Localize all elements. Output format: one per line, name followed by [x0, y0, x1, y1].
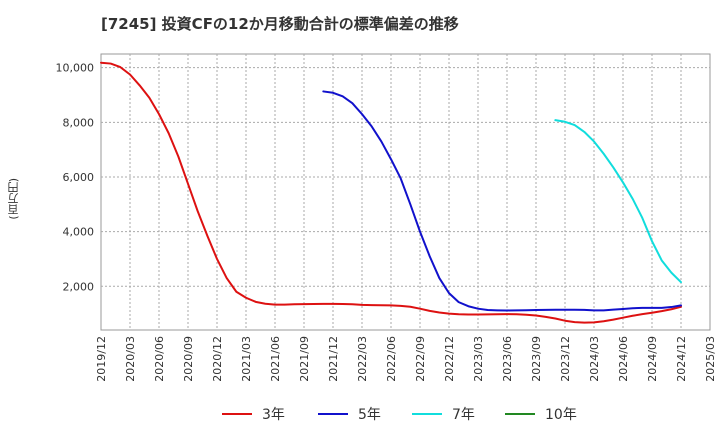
legend-label-10y: 10年: [545, 407, 577, 423]
legend-item-3y: 3年: [222, 404, 285, 424]
y-tick-labels: 2,000 4,000 6,000 8,000 10,000: [56, 62, 95, 294]
chart-title: [7245] 投資CFの12か月移動合計の標準偏差の推移: [101, 15, 459, 33]
x-tick-label: 2021/09: [298, 336, 311, 382]
legend-label-7y: 7年: [452, 407, 475, 423]
series-layer: [100, 61, 682, 324]
x-tick-label: 2023/03: [472, 336, 485, 382]
x-tick-label: 2020/12: [211, 336, 224, 382]
x-tick-label: 2020/06: [153, 336, 166, 382]
legend-swatch-5y: [318, 413, 348, 415]
x-tick-label: 2024/09: [646, 336, 659, 382]
x-tick-label: 2022/09: [414, 336, 427, 382]
x-tick-label: 2023/06: [501, 336, 514, 382]
x-tick-label: 2019/12: [95, 336, 108, 382]
grid-layer: [101, 54, 710, 330]
x-tick-label: 2022/12: [443, 336, 456, 382]
x-tick-label: 2020/09: [182, 336, 195, 382]
x-tick-labels: 2019/12 2020/03 2020/06 2020/09 2020/12 2021/…: [95, 336, 717, 382]
series-line-1: [322, 90, 682, 312]
y-tick-label: 2,000: [63, 280, 95, 293]
legend: 3年 5年 7年 10年: [0, 404, 720, 426]
x-tick-label: 2024/12: [675, 336, 688, 382]
y-tick-label: 8,000: [63, 116, 95, 129]
legend-swatch-7y: [412, 413, 442, 415]
legend-label-3y: 3年: [262, 407, 285, 423]
line-chart: 2,000 4,000 6,000 8,000 10,000 2019/12 2020/0…: [56, 53, 717, 382]
x-tick-label: 2024/03: [588, 336, 601, 382]
x-tick-label: 2023/12: [559, 336, 572, 382]
legend-item-7y: 7年: [412, 404, 475, 424]
series-line-0: [100, 61, 682, 324]
y-tick-label: 10,000: [56, 62, 95, 75]
legend-item-10y: 10年: [505, 404, 577, 424]
x-tick-label: 2024/06: [617, 336, 630, 382]
x-tick-label: 2022/06: [385, 336, 398, 382]
x-tick-label: 2021/12: [327, 336, 340, 382]
y-tick-label: 4,000: [63, 226, 95, 239]
x-tick-label: 2021/06: [269, 336, 282, 382]
legend-label-5y: 5年: [358, 407, 381, 423]
x-tick-label: 2021/03: [240, 336, 253, 382]
legend-item-5y: 5年: [318, 404, 381, 424]
legend-swatch-10y: [505, 413, 535, 415]
x-tick-label: 2025/03: [704, 336, 717, 382]
y-tick-label: 6,000: [63, 171, 95, 184]
legend-swatch-3y: [222, 413, 252, 415]
x-tick-label: 2022/03: [356, 336, 369, 382]
x-tick-label: 2023/09: [530, 336, 543, 382]
series-line-2: [554, 119, 682, 284]
x-tick-label: 2020/03: [124, 336, 137, 382]
